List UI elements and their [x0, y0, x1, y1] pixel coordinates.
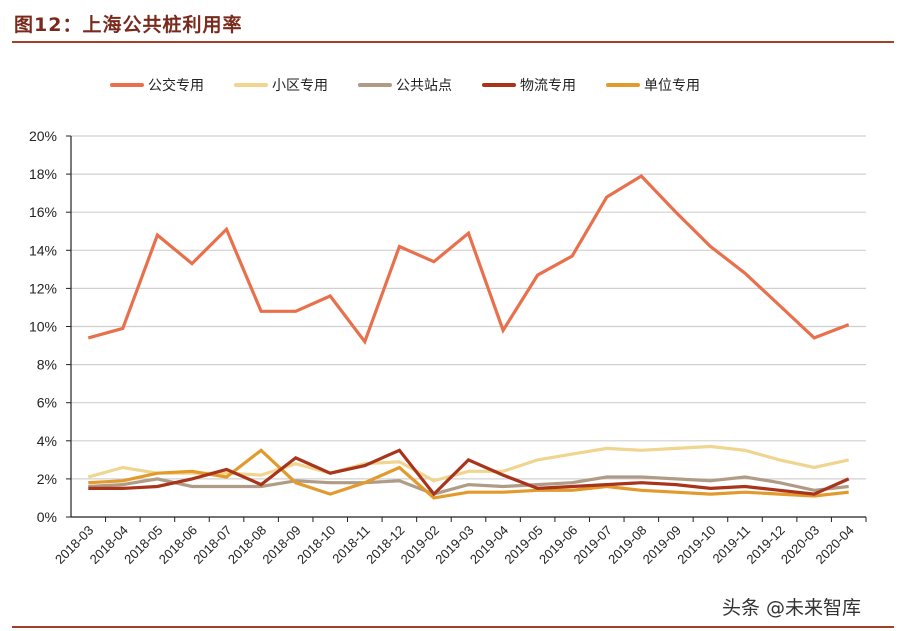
y-tick-label: 8% — [37, 357, 57, 373]
legend-item-workplace: 单位专用 — [606, 75, 700, 95]
x-tick-label: 2018-10 — [294, 523, 338, 567]
legend-swatch-icon — [606, 83, 640, 87]
legend-item-public-station: 公共站点 — [358, 75, 452, 95]
gridlines — [66, 135, 866, 518]
series-lines — [87, 173, 850, 500]
legend-label: 小区专用 — [272, 78, 328, 94]
bottom-divider — [12, 626, 894, 628]
legend-label: 公共站点 — [396, 78, 452, 94]
legend-label: 公交专用 — [148, 78, 204, 94]
legend-item-residential: 小区专用 — [234, 75, 328, 95]
y-tick-label: 20% — [29, 128, 57, 144]
y-tick-label: 10% — [29, 319, 57, 335]
y-tick-label: 14% — [29, 242, 57, 258]
x-tick-label: 2020-04 — [812, 523, 856, 567]
series-line-0 — [87, 173, 850, 346]
y-axis-labels: 0% 2% 4% 6% 8% 10% 12% 14% 16% 18% 20% — [29, 128, 57, 525]
y-tick-label: 2% — [37, 471, 57, 487]
series-line-4 — [88, 448, 849, 500]
series-line-3 — [88, 448, 850, 497]
x-tick-label: 2019-10 — [674, 523, 718, 567]
chart-title: 图12：上海公共桩利用率 — [14, 14, 243, 36]
axes — [70, 136, 867, 522]
y-tick-label: 16% — [29, 204, 57, 220]
legend-swatch-icon — [358, 83, 392, 87]
watermark: 头条 @未来智库 — [722, 597, 862, 619]
legend-label: 单位专用 — [644, 78, 700, 94]
legend-swatch-icon — [110, 83, 144, 87]
series-line-2 — [88, 475, 849, 496]
y-tick-label: 4% — [37, 433, 57, 449]
legend-label: 物流专用 — [520, 78, 576, 94]
legend-swatch-icon — [482, 83, 516, 87]
chart-legend: 公交专用 小区专用 公共站点 物流专用 单位专用 — [110, 74, 730, 96]
x-axis-labels: 2018-032018-042018-052018-062018-072018-… — [52, 523, 857, 567]
title-divider — [12, 41, 894, 43]
y-tick-label: 18% — [29, 166, 57, 182]
legend-swatch-icon — [234, 83, 268, 87]
y-tick-label: 12% — [29, 280, 57, 296]
legend-item-logistics: 物流专用 — [482, 75, 576, 95]
y-tick-label: 6% — [37, 395, 57, 411]
legend-item-bus: 公交专用 — [110, 75, 204, 95]
y-tick-label: 0% — [37, 509, 57, 525]
